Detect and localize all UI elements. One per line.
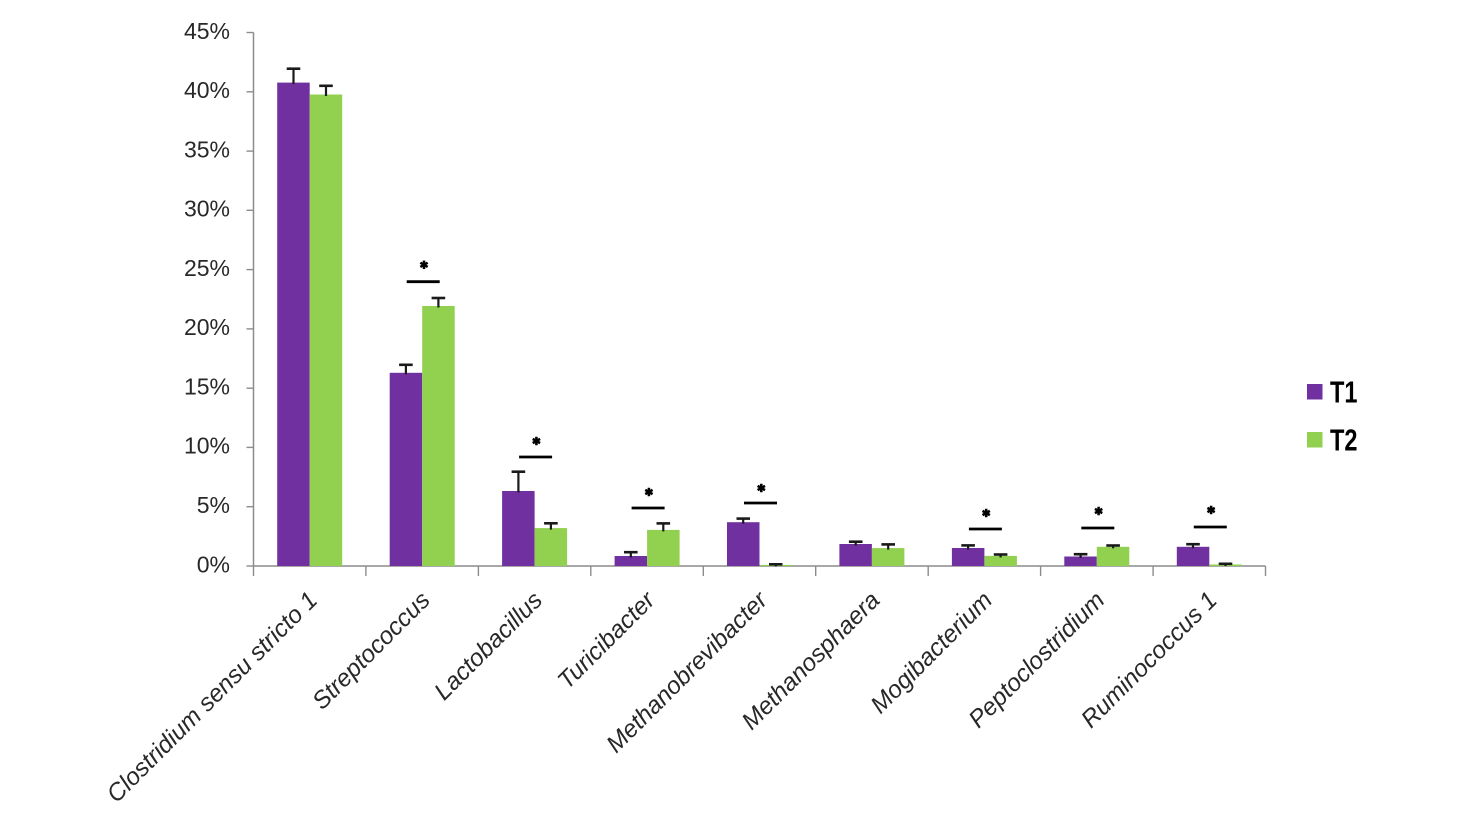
svg-text:30%: 30% xyxy=(184,196,230,222)
svg-text:T1: T1 xyxy=(1330,375,1358,410)
svg-text:5%: 5% xyxy=(197,492,230,518)
svg-text:15%: 15% xyxy=(184,374,230,400)
svg-text:40%: 40% xyxy=(184,77,230,103)
svg-text:0%: 0% xyxy=(197,551,230,577)
svg-text:10%: 10% xyxy=(184,433,230,459)
svg-text:25%: 25% xyxy=(184,255,230,281)
svg-text:45%: 45% xyxy=(184,18,230,44)
svg-text:20%: 20% xyxy=(184,314,230,340)
svg-text:T2: T2 xyxy=(1330,423,1358,458)
svg-text:35%: 35% xyxy=(184,136,230,162)
